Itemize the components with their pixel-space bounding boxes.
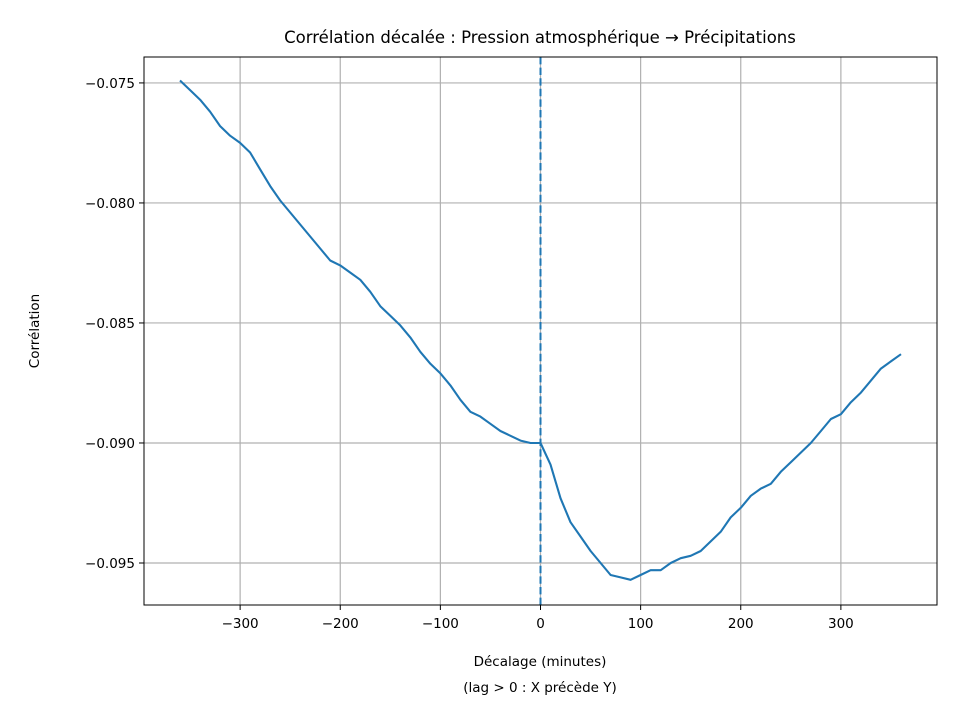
grid [144,57,937,605]
y-axis-label: Corrélation [27,294,43,368]
x-axis-ticks: −300 −200 −100 0 100 200 300 [222,605,854,632]
y-tick-label: −0.090 [85,436,135,452]
x-axis-sublabel: (lag > 0 : X précède Y) [463,680,617,696]
y-tick-label: −0.080 [85,196,135,212]
x-axis-label: Décalage (minutes) [474,654,607,670]
y-tick-label: −0.075 [85,76,135,92]
x-tick-label: −200 [322,616,359,632]
x-tick-label: 300 [828,616,854,632]
x-tick-label: −100 [422,616,459,632]
y-tick-label: −0.095 [85,556,135,572]
x-tick-label: 0 [536,616,545,632]
chart-title: Corrélation décalée : Pression atmosphér… [284,28,796,47]
x-tick-label: 100 [628,616,654,632]
y-tick-label: −0.085 [85,316,135,332]
x-tick-label: 200 [728,616,754,632]
x-tick-label: −300 [222,616,259,632]
y-axis-ticks: −0.075 −0.080 −0.085 −0.090 −0.095 [85,76,144,572]
correlation-series-line [179,79,902,581]
